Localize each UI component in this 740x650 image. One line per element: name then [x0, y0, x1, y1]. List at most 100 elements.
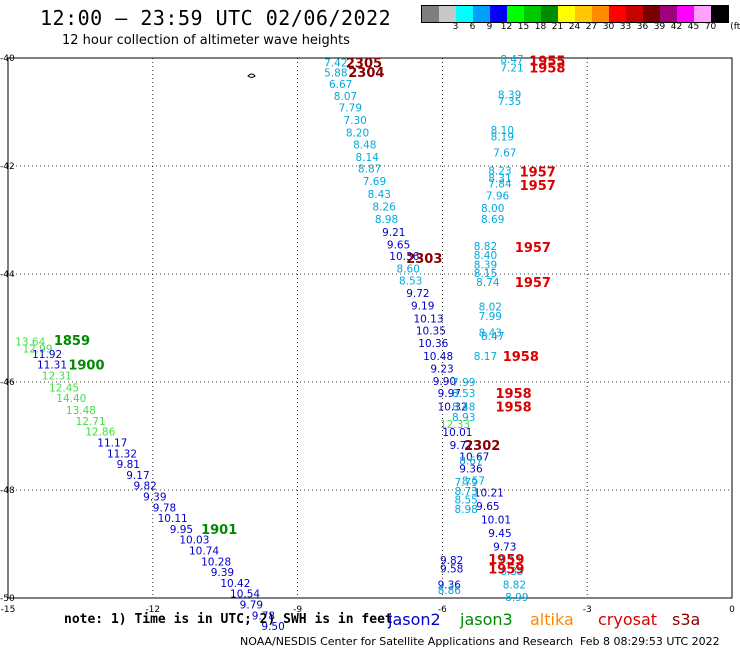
wave-height-label: 8.47: [500, 54, 523, 66]
island-outline: [247, 73, 256, 78]
wave-height-label: 9.23: [430, 364, 453, 376]
wave-height-label: 7.21: [500, 63, 523, 75]
wave-height-label: 7.99: [479, 311, 502, 323]
color-scale-tick: 18: [534, 22, 547, 32]
wave-height-label: 9.19: [411, 300, 434, 312]
color-swatch: [711, 6, 728, 22]
color-scale-tick: 27: [585, 22, 598, 32]
color-scale-tick: 45: [687, 22, 700, 32]
wave-height-label: 8.26: [372, 202, 396, 214]
wave-height-label: 10.01: [481, 515, 511, 527]
wave-height-label: 7.42: [324, 57, 347, 69]
wave-height-label: 5.88: [324, 68, 347, 80]
wave-height-label: 8.67: [459, 455, 482, 467]
wave-height-label: 10.36: [389, 251, 419, 263]
wave-height-label: 8.39: [498, 90, 521, 102]
wave-height-label: 9.82: [440, 555, 463, 567]
lat-tick-label: -42: [0, 162, 15, 172]
wave-height-label: 8.20: [346, 128, 369, 140]
pass-time-label: 1957: [515, 241, 551, 256]
color-scale-tick: 70: [704, 22, 717, 32]
wave-height-label: 10.42: [220, 578, 250, 590]
wave-height-label: 8.87: [358, 164, 381, 176]
pass-time-label: 2302: [464, 439, 500, 454]
wave-height-label: 10.13: [413, 313, 443, 325]
wave-height-label: 8.82: [474, 241, 497, 253]
color-swatch: [439, 6, 456, 22]
pass-time-label: 2303: [406, 252, 442, 267]
color-swatch: [575, 6, 592, 22]
wave-height-label: 9.58: [440, 563, 463, 575]
footer-note: note: 1) Time is in UTC; 2) SWH is in fe…: [64, 612, 393, 627]
wave-height-label: 8.48: [452, 401, 475, 413]
wave-height-label: 9.45: [488, 528, 511, 540]
wave-height-label: 9.79: [240, 599, 263, 611]
wave-height-label: 10.35: [416, 326, 446, 338]
pass-time-label: 1958: [529, 62, 565, 77]
lon-tick-label: -6: [438, 605, 447, 615]
lat-tick-label: -40: [0, 54, 15, 64]
wave-height-label: 8.93: [452, 412, 475, 424]
pass-time-label: 1958: [503, 350, 539, 365]
color-swatch: [609, 6, 626, 22]
wave-height-label: 8.57: [462, 475, 485, 487]
lat-tick-label: -50: [0, 594, 15, 604]
color-scale-tick: 42: [670, 22, 683, 32]
wave-height-label: 8.39: [474, 259, 497, 271]
color-scale-tick: 24: [568, 22, 581, 32]
wave-height-label: 8.14: [356, 152, 380, 164]
wave-height-label: 7.96: [486, 191, 510, 203]
wave-height-label: 8.43: [368, 189, 391, 201]
color-swatch: [473, 6, 490, 22]
color-scale-unit: (ft): [730, 22, 740, 32]
lon-tick-label: 0: [729, 605, 735, 615]
color-swatch: [643, 6, 660, 22]
wave-height-label: 9.72: [406, 288, 429, 300]
wave-height-label: 8.53: [452, 388, 475, 400]
wave-height-label: 8.53: [399, 275, 422, 287]
wave-height-label: 8.69: [481, 214, 504, 226]
wave-height-label: 8.55: [454, 495, 477, 507]
wave-height-label: 14.40: [56, 393, 86, 405]
map-title: 12:00 – 23:59 UTC 02/06/2022: [40, 6, 392, 30]
wave-height-label: 12.71: [76, 416, 106, 428]
wave-height-label: 9.73: [493, 542, 516, 554]
wave-height-label: 10.28: [201, 556, 231, 568]
wave-height-label: 8.98: [454, 504, 477, 516]
color-swatch: [524, 6, 541, 22]
legend-item-s3a: s3a: [672, 610, 701, 629]
pass-time-label: 1959: [488, 562, 524, 577]
wave-height-label: 9.65: [476, 501, 499, 513]
color-swatch: [541, 6, 558, 22]
lon-tick-label: -12: [145, 605, 160, 615]
wave-height-label: 11.32: [107, 448, 137, 460]
lon-tick-label: -3: [583, 605, 592, 615]
color-swatch: [422, 6, 439, 22]
wave-height-label: 10.01: [442, 427, 472, 439]
wave-height-label: 7.30: [343, 115, 366, 127]
wave-height-label: 12.86: [85, 427, 115, 439]
color-scale-tick: 15: [517, 22, 530, 32]
color-scale-tick: 12: [500, 22, 513, 32]
pass-time-label: 1958: [495, 387, 531, 402]
color-swatch: [490, 6, 507, 22]
wave-height-label: 8.00: [481, 203, 504, 215]
wave-height-label: 8.23: [488, 165, 511, 177]
color-swatch: [626, 6, 643, 22]
wave-height-label: 7.84: [488, 178, 512, 190]
wave-height-label: 9.21: [382, 227, 405, 239]
wave-height-label: 8.35: [500, 566, 523, 578]
wave-height-label: 7.35: [498, 96, 521, 108]
color-swatch: [677, 6, 694, 22]
wave-height-label: 10.21: [474, 488, 504, 500]
wave-height-label: 8.43: [479, 327, 502, 339]
credit-timestamp: Feb 8 08:29:53 UTC 2022: [580, 635, 720, 648]
wave-height-label: 7.79: [339, 103, 362, 115]
wave-height-label: 8.31: [488, 173, 511, 185]
color-scale-tick: 6: [469, 22, 476, 32]
wave-height-label: 10.32: [438, 401, 468, 413]
wave-height-label: 9.50: [261, 621, 284, 633]
wave-height-label: 11.92: [32, 349, 62, 361]
legend-item-altika: altika: [530, 610, 574, 629]
lat-tick-label: -44: [0, 270, 15, 280]
